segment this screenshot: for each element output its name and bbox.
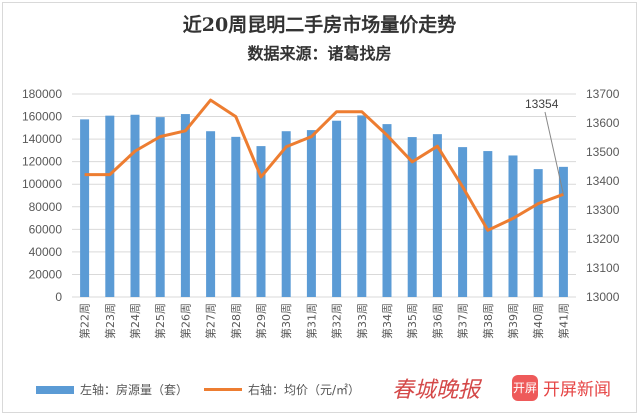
left-tick-label: 160000 [22,110,62,124]
x-tick-label: 第30周 [279,303,293,339]
x-tick-label: 第35周 [405,303,419,339]
bar [407,137,417,297]
annotation-leader [544,111,564,195]
bar [180,114,190,297]
x-tick-label: 第24周 [128,303,142,339]
right-tick-label: 13400 [586,174,620,188]
x-tick-label: 第39周 [506,303,520,339]
bar [80,119,90,297]
annotation-label: 13354 [525,97,559,111]
chart-title: 近20周昆明二手房市场量价走势 [182,14,457,36]
logo-icon: 开屏 [512,375,538,401]
x-tick-label: 第34周 [380,303,394,339]
bar [533,169,543,297]
left-tick-label: 20000 [29,267,63,281]
right-tick-label: 13600 [586,116,620,130]
bar [357,115,367,297]
x-tick-label: 第29周 [254,303,268,339]
x-tick-label: 第36周 [430,303,444,339]
x-tick-label: 第33周 [355,303,369,339]
left-tick-label: 40000 [29,245,63,259]
bar [382,124,392,297]
x-tick-label: 第28周 [229,303,243,339]
legend-label-bar: 左轴：房源量（套） [80,383,189,397]
bar [206,131,216,297]
bar [432,134,442,297]
logo-text: 开屏新闻 [543,380,611,400]
x-tick-label: 第38周 [481,303,495,339]
x-tick-label: 第25周 [153,303,167,339]
x-tick-label: 第40周 [531,303,545,339]
legend: 左轴：房源量（套） 右轴：均价（元/㎡） [36,381,360,398]
x-tick-label: 第31周 [304,303,318,339]
x-tick-label: 第26周 [178,303,192,339]
bar [508,155,518,297]
left-tick-label: 120000 [22,155,62,169]
left-tick-label: 180000 [22,87,62,101]
price-line [84,98,564,232]
x-tick-label: 第22周 [78,303,92,339]
legend-swatch-line [204,388,243,391]
x-tick-label: 第32周 [330,303,344,339]
right-tick-label: 13500 [586,145,620,159]
left-tick-label: 0 [55,290,62,304]
right-tick-label: 13000 [586,290,620,304]
left-tick-label: 80000 [29,200,63,214]
x-tick-label: 第23周 [103,303,117,339]
legend-label-line: 右轴：均价（元/㎡） [248,383,361,397]
x-tick-label: 第41周 [556,303,570,339]
right-tick-label: 13300 [586,203,620,217]
left-tick-label: 60000 [29,222,63,236]
bar [558,166,568,297]
bar [256,146,266,297]
x-tick-label: 第27周 [204,303,218,339]
chart-subtitle: 数据来源：诸葛找房 [247,44,392,63]
right-tick-label: 13200 [586,232,620,246]
left-tick-label: 140000 [22,132,62,146]
bar [306,130,316,297]
right-tick-label: 13100 [586,261,620,275]
left-tick-label: 100000 [22,177,62,191]
legend-swatch-bar [36,385,74,394]
bar [130,114,140,297]
bar [155,117,165,297]
watermark-text: 春城晚报 [392,378,481,403]
right-tick-label: 13700 [586,87,620,101]
x-tick-label: 第37周 [456,303,470,339]
bar [281,131,291,297]
bar [458,147,468,297]
bar [483,151,493,297]
bar [105,115,115,297]
bar [231,136,241,297]
bar [332,120,342,297]
